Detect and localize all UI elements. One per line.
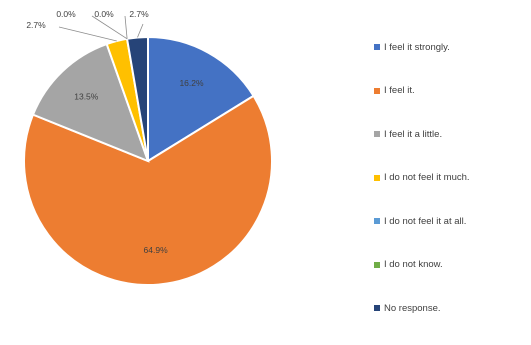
legend-label-3: I feel it a little. bbox=[384, 128, 443, 140]
slice-data-label-7: 2.7% bbox=[129, 9, 149, 19]
slice-data-label-4: 2.7% bbox=[26, 20, 46, 30]
legend-swatch-1 bbox=[374, 44, 380, 50]
legend-label-7: No response. bbox=[384, 302, 441, 314]
legend-swatch-6 bbox=[374, 261, 380, 268]
legend-swatch-2 bbox=[374, 87, 380, 94]
legend-swatch-4 bbox=[374, 174, 380, 181]
legend-item-6: I do not know. bbox=[374, 258, 531, 272]
pie-chart-svg: 16.2% 64.9% 13.5% 2.7% 0.0% 0.0% 2.7% bbox=[23, 9, 273, 286]
chart-legend: I feel it strongly. I feel it. I feel it a… bbox=[374, 40, 531, 345]
slice-data-label-5: 0.0% bbox=[56, 9, 76, 19]
slice-data-label-1: 16.2% bbox=[179, 78, 204, 88]
slice-data-label-2: 64.9% bbox=[144, 245, 169, 255]
legend-label-1: I feel it strongly. bbox=[384, 41, 450, 53]
slice-data-label-3: 13.5% bbox=[74, 92, 99, 102]
legend-label-2: I feel it. bbox=[384, 85, 415, 96]
legend-item-3: I feel it a little. bbox=[374, 127, 531, 141]
pie-slice-2 bbox=[23, 94, 273, 286]
legend-item-5: I do not feel it at all. bbox=[374, 214, 531, 228]
leader-line-6 bbox=[124, 15, 128, 39]
legend-label-5: I do not feel it at all. bbox=[384, 215, 467, 227]
leader-line-4 bbox=[58, 26, 117, 42]
legend-item-4: I do not feel it much. bbox=[374, 171, 531, 185]
legend-item-1: I feel it strongly. bbox=[374, 40, 531, 54]
legend-item-7: No response. bbox=[374, 301, 531, 315]
legend-item-2: I feel it. bbox=[374, 84, 531, 98]
legend-label-4: I do not feel it much. bbox=[384, 172, 470, 183]
pie-slice-1 bbox=[147, 35, 255, 163]
leader-line-5 bbox=[91, 15, 128, 40]
legend-swatch-7 bbox=[374, 305, 380, 311]
legend-swatch-5 bbox=[374, 218, 380, 224]
slice-data-label-6: 0.0% bbox=[94, 9, 114, 19]
pie-chart: 16.2% 64.9% 13.5% 2.7% 0.0% 0.0% 2.7% I feel i… bbox=[23, 9, 470, 314]
legend-label-6: I do not know. bbox=[384, 259, 443, 270]
pie-slice-3 bbox=[31, 42, 150, 163]
leader-line-7 bbox=[137, 23, 144, 38]
legend-swatch-3 bbox=[374, 131, 380, 137]
